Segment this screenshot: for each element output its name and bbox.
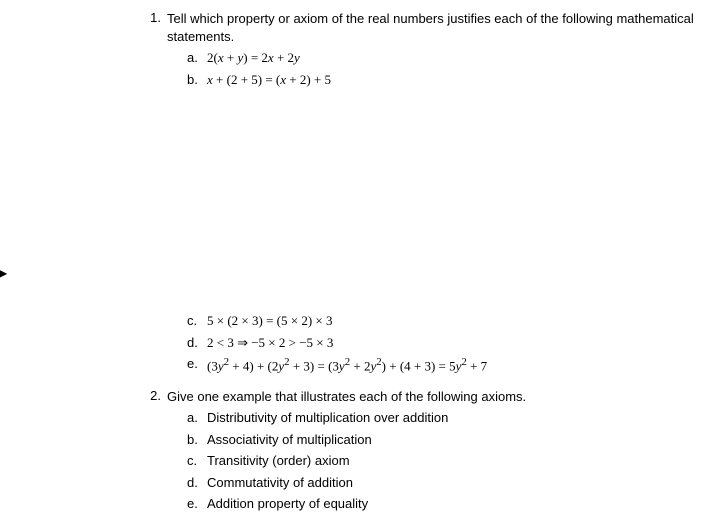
sub-list: a. Distributivity of multiplication over… — [167, 408, 695, 514]
item-letter: d. — [187, 333, 207, 353]
list-item: b. x + (2 + 5) = (x + 2) + 5 — [187, 70, 695, 90]
question-number: 2. — [145, 388, 167, 403]
item-math: 2 < 3 ⇒ −5 × 2 > −5 × 3 — [207, 333, 695, 353]
document-content: 1. Tell which property or axiom of the r… — [145, 10, 695, 524]
item-letter: e. — [187, 494, 207, 514]
list-item: c. Transitivity (order) axiom — [187, 451, 695, 471]
item-letter: b. — [187, 70, 207, 90]
list-item: d. 2 < 3 ⇒ −5 × 2 > −5 × 3 — [187, 333, 695, 353]
list-item: e. (3y2 + 4) + (2y2 + 3) = (3y2 + 2y2) +… — [187, 354, 695, 376]
question-1: 1. Tell which property or axiom of the r… — [145, 10, 695, 378]
item-text: Transitivity (order) axiom — [207, 451, 695, 471]
item-math: 2(x + y) = 2x + 2y — [207, 48, 695, 68]
list-item: b. Associativity of multiplication — [187, 430, 695, 450]
sub-list: a. 2(x + y) = 2x + 2y b. x + (2 + 5) = (… — [167, 48, 695, 89]
item-letter: a. — [187, 48, 207, 68]
item-letter: a. — [187, 408, 207, 428]
item-text: Commutativity of addition — [207, 473, 695, 493]
list-item: e. Addition property of equality — [187, 494, 695, 514]
item-letter: c. — [187, 311, 207, 331]
list-item: d. Commutativity of addition — [187, 473, 695, 493]
item-text: Addition property of equality — [207, 494, 695, 514]
list-item: a. Distributivity of multiplication over… — [187, 408, 695, 428]
item-letter: d. — [187, 473, 207, 493]
item-math: 5 × (2 × 3) = (5 × 2) × 3 — [207, 311, 695, 331]
item-math: (3y2 + 4) + (2y2 + 3) = (3y2 + 2y2) + (4… — [207, 354, 695, 376]
question-stem: Give one example that illustrates each o… — [167, 388, 695, 406]
item-letter: b. — [187, 430, 207, 450]
list-item: a. 2(x + y) = 2x + 2y — [187, 48, 695, 68]
question-2: 2. Give one example that illustrates eac… — [145, 388, 695, 516]
item-math: x + (2 + 5) = (x + 2) + 5 — [207, 70, 695, 90]
vertical-gap — [167, 91, 695, 311]
item-text: Distributivity of multiplication over ad… — [207, 408, 695, 428]
list-item: c. 5 × (2 × 3) = (5 × 2) × 3 — [187, 311, 695, 331]
edge-marker: ▶ — [0, 268, 6, 278]
question-number: 1. — [145, 10, 167, 25]
item-text: Associativity of multiplication — [207, 430, 695, 450]
question-stem: Tell which property or axiom of the real… — [167, 10, 695, 45]
sub-list-continued: c. 5 × (2 × 3) = (5 × 2) × 3 d. 2 < 3 ⇒ … — [167, 311, 695, 376]
item-letter: e. — [187, 354, 207, 374]
item-letter: c. — [187, 451, 207, 471]
